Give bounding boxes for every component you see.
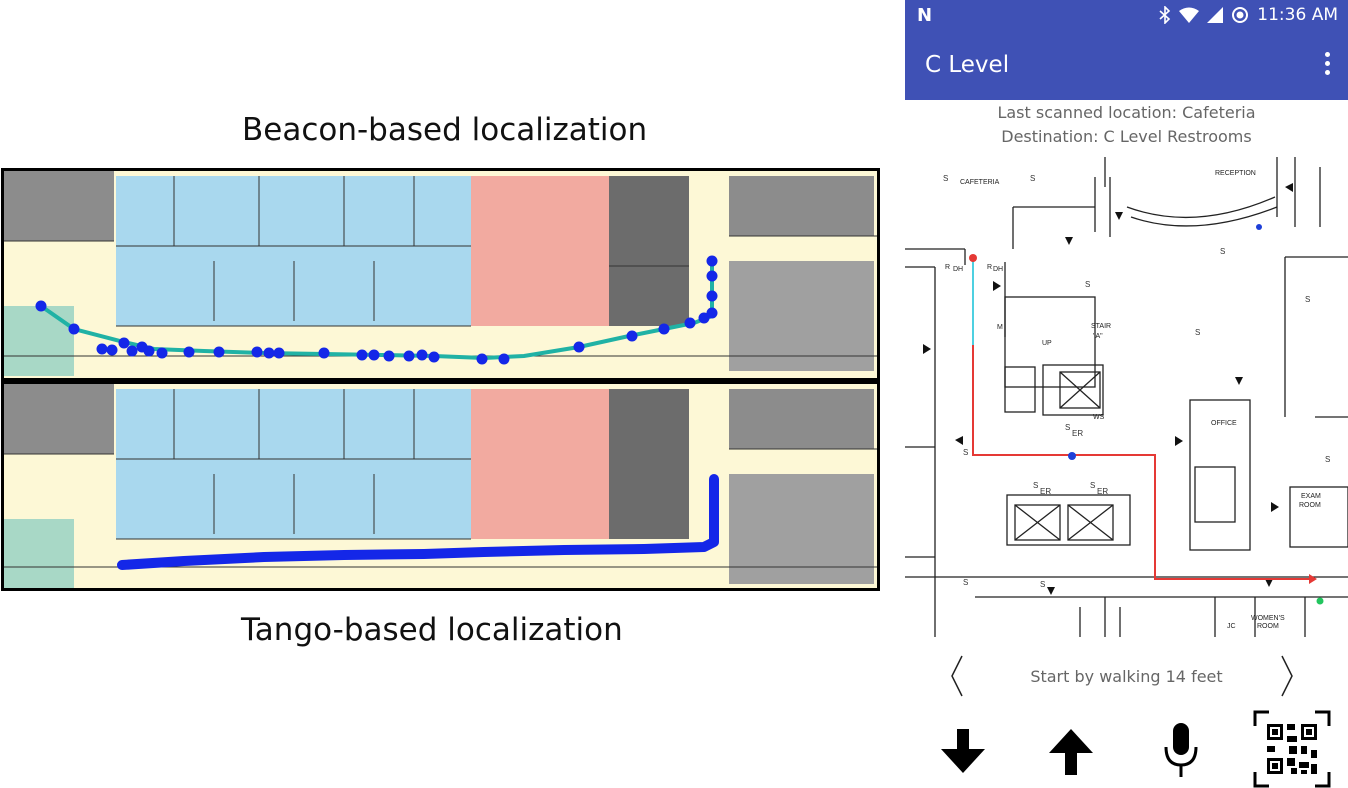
beacon-floorplan	[1, 168, 880, 381]
map-label-up: UP	[1042, 340, 1052, 347]
map-label-stair: STAIR	[1091, 323, 1111, 330]
map-label-exam-1: EXAM	[1301, 493, 1321, 500]
arrow-down-icon[interactable]	[933, 715, 993, 785]
destination-marker	[1316, 597, 1324, 605]
sp-marker: S	[1030, 174, 1035, 183]
map-label-dh-1: DH	[953, 266, 963, 273]
er-marker: S	[1090, 481, 1095, 490]
er-marker-sub: ER	[1072, 429, 1083, 438]
er-marker: S	[1065, 423, 1070, 432]
tango-floorplan	[1, 381, 880, 591]
status-time: 11:36 AM	[1257, 5, 1338, 25]
map-label-m: M	[997, 324, 1003, 331]
bluetooth-icon	[1159, 6, 1171, 24]
map-label-dh-2: DH	[993, 266, 1003, 273]
sp-marker: S	[1325, 455, 1330, 464]
start-marker	[969, 254, 977, 262]
sp-marker: S	[943, 174, 948, 183]
wifi-icon	[1179, 7, 1200, 23]
status-icons: 11:36 AM	[1159, 5, 1338, 25]
route-path	[972, 345, 1309, 580]
map-label-exam-2: ROOM	[1299, 502, 1321, 509]
map-label-womens-1: WOMEN'S	[1251, 615, 1285, 622]
sp-marker: S	[963, 448, 968, 457]
beacon-marker	[1256, 224, 1262, 230]
map-label-stair-letter: "A"	[1093, 333, 1103, 340]
arrow-up-icon[interactable]	[1041, 715, 1101, 785]
phone-screen: N 11:36 AM C Level Last scanned location…	[905, 0, 1348, 788]
microphone-icon[interactable]	[1151, 715, 1211, 785]
data-saver-icon	[1232, 7, 1249, 23]
sp-marker: S	[1220, 247, 1225, 256]
sp-marker: S	[963, 578, 968, 587]
map-label-cafeteria: CAFETERIA	[960, 179, 1000, 186]
beacon-caption: Beacon-based localization	[242, 112, 648, 148]
sp-marker: S	[1305, 295, 1310, 304]
destination-label: Destination: C Level Restrooms	[1001, 127, 1252, 146]
status-bar: N 11:36 AM	[905, 0, 1348, 30]
cell-signal-icon	[1207, 7, 1224, 23]
map-label-office: OFFICE	[1211, 420, 1237, 427]
map-label-womens-2: ROOM	[1257, 623, 1279, 630]
action-toolbar	[905, 705, 1348, 788]
sp-marker: S	[1085, 280, 1090, 289]
map-label-jc: JC	[1227, 623, 1236, 630]
sp-marker: S	[1195, 328, 1200, 337]
route-arrow-icon	[1309, 574, 1317, 584]
beacon-floorplan-svg	[4, 171, 877, 378]
more-vert-icon[interactable]	[1320, 52, 1334, 78]
chevron-left-icon[interactable]	[950, 654, 964, 698]
app-title: C Level	[925, 52, 1010, 78]
notification-icon: N	[917, 5, 933, 26]
er-marker-sub: ER	[1040, 487, 1051, 496]
app-bar: C Level	[905, 30, 1348, 100]
er-marker: S	[1033, 481, 1038, 490]
qr-scan-icon[interactable]	[1253, 710, 1331, 788]
floor-map-svg: CAFETERIA RECEPTION STAIR "A" UP OFFICE …	[905, 157, 1348, 637]
chevron-right-icon[interactable]	[1280, 654, 1294, 698]
er-marker-sub: ER	[1097, 487, 1108, 496]
map-label-reception: RECEPTION	[1215, 170, 1256, 177]
instruction-row: Start by walking 14 feet	[905, 650, 1348, 700]
last-scanned-location: Last scanned location: Cafeteria	[997, 103, 1256, 122]
floor-map[interactable]: CAFETERIA RECEPTION STAIR "A" UP OFFICE …	[905, 157, 1348, 637]
sp-marker: S	[1040, 580, 1045, 589]
instruction-text: Start by walking 14 feet	[1030, 667, 1223, 686]
tango-caption: Tango-based localization	[241, 612, 623, 648]
current-position-marker	[1068, 452, 1076, 460]
map-label-r-2: R	[987, 264, 992, 271]
map-label-r-1: R	[945, 264, 950, 271]
tango-floorplan-svg	[4, 384, 877, 588]
map-label-ws: WS	[1093, 414, 1105, 421]
